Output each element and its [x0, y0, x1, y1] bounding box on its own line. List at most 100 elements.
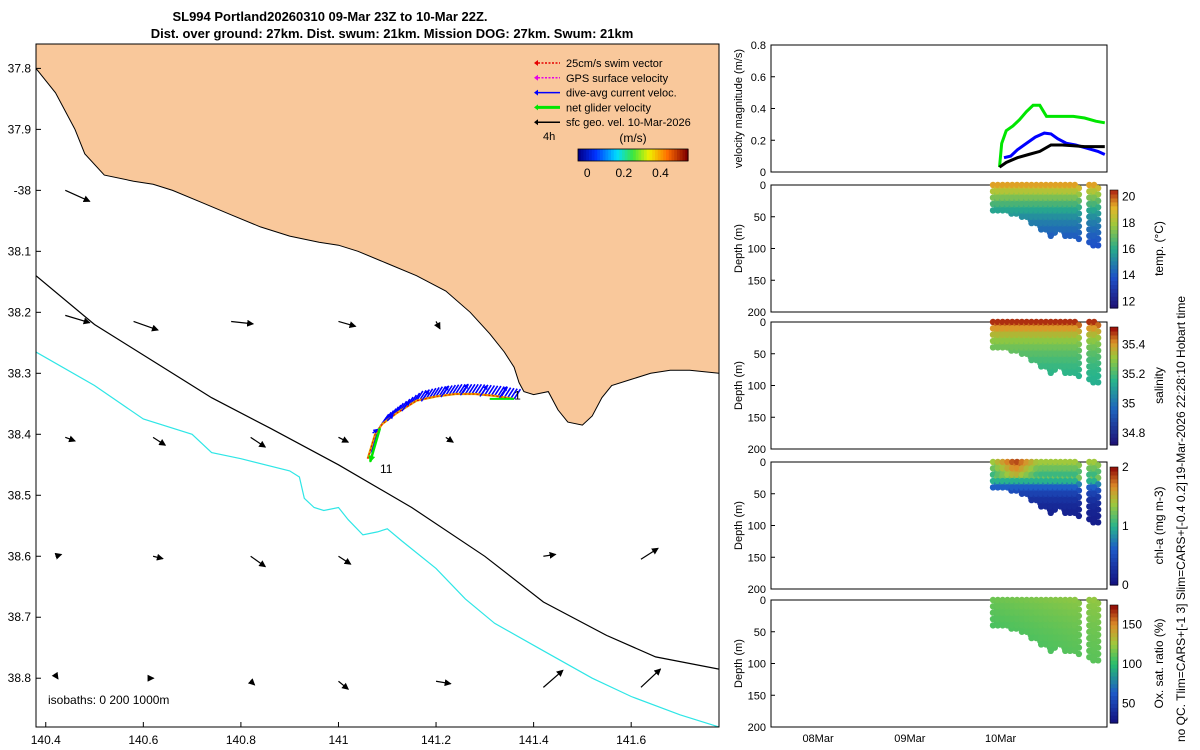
- time-xtick-label: 09Mar: [894, 733, 926, 745]
- colorbar-segment: [679, 149, 684, 161]
- legend-label: 25cm/s swim vector: [566, 58, 663, 70]
- section-colorbar-segment: [1110, 482, 1118, 488]
- section-colorbar-segment: [1110, 490, 1118, 496]
- colorbar-frame: [577, 148, 689, 162]
- colorbar-segment: [649, 149, 653, 161]
- dive-avg-velocity-tick: [490, 385, 499, 396]
- colorbar-segment: [646, 149, 651, 161]
- time-xtick-label: 08Mar: [802, 733, 834, 745]
- dive-avg-velocity-tick: [451, 384, 460, 395]
- isobath-200m: [36, 275, 719, 670]
- map-ytick-label: 38.8: [8, 671, 32, 685]
- section-data-point: [1075, 372, 1083, 380]
- map-ytick-label: 37.8: [8, 61, 32, 75]
- section-colorbar-segment: [1110, 327, 1118, 332]
- geo-velocity-arrow: [65, 189, 91, 203]
- section-colorbar-segment: [1110, 217, 1118, 223]
- section-colorbar-segment: [1110, 478, 1118, 484]
- map-ytick-label: 38.2: [8, 305, 32, 319]
- side-caption-line-1: 19-Mar-2026 22:28:10 Hobart time: [1174, 296, 1188, 480]
- section-data-point: [994, 622, 1002, 629]
- section-colorbar-segment: [1110, 494, 1118, 500]
- geo-velocity-arrow: [54, 552, 63, 560]
- velocity-ylabel: velocity magnitude (m/s): [733, 49, 745, 168]
- legend-arrowhead: [534, 60, 538, 66]
- section-colorbar-segment: [1110, 209, 1118, 215]
- section-colorbar-segment: [1110, 675, 1118, 681]
- map-ytick-label: 37.9: [8, 122, 32, 136]
- map-xtick-label: 141.6: [616, 733, 646, 747]
- section-data-point: [989, 344, 997, 351]
- section-colorbar-segment: [1110, 405, 1118, 411]
- section-colorbar-segment: [1110, 280, 1118, 285]
- velocity-ytick-label: 0.2: [751, 135, 766, 147]
- dive-avg-velocity-tick: [493, 385, 502, 397]
- map-content: [36, 44, 719, 727]
- legend-label: GPS surface velocity: [566, 73, 669, 85]
- section-data-point: [1028, 496, 1035, 504]
- section-colorbar-label: temp. (°C): [1152, 221, 1166, 276]
- section-colorbar-segment: [1110, 467, 1118, 472]
- section-data-point: [1028, 356, 1035, 364]
- section-data-point: [1062, 232, 1069, 239]
- section-data-point: [1018, 213, 1026, 220]
- section-colorbar-frame: [1109, 189, 1119, 309]
- section-data-point: [1047, 232, 1054, 239]
- section-data-point: [1028, 219, 1035, 227]
- section-ytick-label: 200: [748, 444, 766, 456]
- colorbar-segment: [591, 149, 596, 161]
- section-colorbar-segment: [1110, 370, 1118, 375]
- map-ytick-label: 38.4: [8, 427, 32, 441]
- section-colorbar-segment: [1110, 425, 1118, 430]
- land-coastline: [36, 44, 719, 426]
- legend-label: net glider velocity: [566, 102, 651, 114]
- section-colorbar-segment: [1110, 397, 1118, 403]
- section-colorbar-segment: [1110, 197, 1118, 203]
- section-colorbar-segment: [1110, 437, 1118, 442]
- section-ytick-label: 50: [754, 627, 766, 639]
- section-ytick-label: 150: [748, 412, 766, 424]
- section-colorbar-segment: [1110, 529, 1118, 535]
- colorbar-segment: [594, 149, 598, 161]
- section-colorbar-segment: [1110, 577, 1118, 582]
- colorbar-segment: [600, 149, 604, 161]
- section-colorbar-segment: [1110, 409, 1118, 415]
- section-colorbar-segment: [1110, 366, 1118, 371]
- dive-avg-velocity-tick: [454, 383, 463, 395]
- section-colorbar-segment: [1110, 640, 1118, 645]
- geo-velocity-arrow: [247, 678, 256, 686]
- legend-arrowhead: [534, 119, 538, 126]
- section-colorbar-segment: [1110, 510, 1118, 515]
- colorbar-segment: [671, 149, 675, 161]
- section-colorbar-segment: [1110, 229, 1118, 234]
- geo-velocity-arrow: [435, 679, 452, 687]
- section-colorbar-segment: [1110, 205, 1118, 211]
- legend-arrowhead: [534, 74, 538, 81]
- section-colorbar-segment: [1110, 498, 1118, 503]
- section-data-point: [994, 484, 1002, 491]
- section-colorbar-segment: [1110, 338, 1118, 344]
- section-ytick-label: 200: [748, 722, 766, 734]
- section-colorbar-segment: [1110, 533, 1118, 539]
- section-data-point: [1062, 647, 1069, 654]
- waypoint-label: 1: [514, 389, 521, 403]
- section-colorbar-segment: [1110, 225, 1118, 230]
- section-colorbar-tick-label: 150: [1122, 618, 1142, 632]
- section-data-point: [1062, 509, 1069, 516]
- section-colorbar-segment: [1110, 660, 1118, 665]
- section-colorbar-segment: [1110, 358, 1118, 363]
- section-colorbar-segment: [1110, 334, 1118, 340]
- section-colorbar-segment: [1110, 441, 1118, 446]
- section-colorbar-label: salinity: [1152, 367, 1166, 404]
- side-caption-line-2: no QC. Tlim=CARS+[-1 3] Slim=CARS+[-0.4 …: [1174, 482, 1188, 742]
- section-colorbar-segment: [1110, 616, 1118, 622]
- map-xtick-label: 140.6: [128, 733, 158, 747]
- section-colorbar-segment: [1110, 256, 1118, 262]
- dive-avg-velocity-tick: [510, 388, 518, 399]
- dive-avg-velocity-arrow: [479, 384, 488, 397]
- section-ytick-label: 200: [748, 307, 766, 319]
- velocity-ytick-label: 0.8: [751, 40, 766, 52]
- dive-avg-velocity-arrow: [372, 428, 379, 434]
- geo-velocity-arrow: [640, 668, 662, 688]
- section-colorbar-segment: [1110, 624, 1118, 630]
